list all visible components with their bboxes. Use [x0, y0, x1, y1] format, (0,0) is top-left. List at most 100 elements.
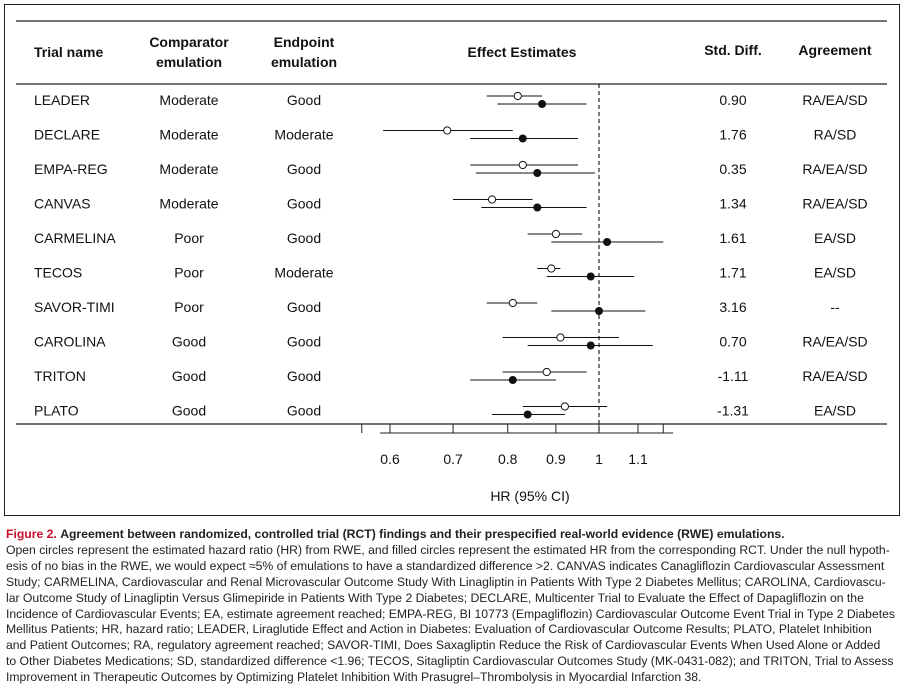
trial-name: TECOS	[34, 265, 82, 281]
std-diff-value: 1.71	[719, 265, 746, 281]
rwe-point	[518, 160, 527, 170]
trial-row: CANVAS Moderate Good 1.34 RA/EA/SD	[34, 195, 868, 212]
trial-row: CARMELINA Poor Good 1.61 EA/SD	[34, 229, 856, 246]
comparator-emulation: Moderate	[159, 127, 218, 143]
rct-point	[595, 307, 604, 315]
x-tick-label: 0.8	[498, 451, 518, 467]
trial-row: DECLARE Moderate Moderate 1.76 RA/SD	[34, 126, 857, 143]
x-axis-label: HR (95% CI)	[490, 488, 569, 504]
endpoint-emulation: Good	[287, 403, 321, 419]
rwe-point	[547, 264, 556, 273]
std-diff-value: -1.31	[717, 403, 749, 419]
agreement-value: EA/SD	[814, 265, 856, 281]
caption-figure-label: Figure 2.	[6, 527, 57, 541]
trial-name: PLATO	[34, 403, 79, 419]
header-trial: Trial name	[34, 44, 103, 60]
trial-row: TRITON Good Good -1.11 RA/EA/SD	[34, 367, 868, 384]
caption-line: Improvement in Therapeutic Outcomes by O…	[6, 670, 702, 685]
comparator-emulation: Good	[172, 334, 206, 350]
rct-point	[508, 376, 517, 384]
caption-heading: Figure 2. Agreement between randomized, …	[6, 527, 902, 543]
header-std-diff: Std. Diff.	[704, 42, 762, 58]
std-diff-value: 0.90	[719, 92, 746, 108]
header-endpoint-line2: emulation	[271, 54, 337, 70]
rwe-point	[443, 126, 452, 135]
trial-row: LEADER Moderate Good 0.90 RA/EA/SD	[34, 91, 868, 108]
endpoint-emulation: Moderate	[274, 127, 333, 143]
trial-row: SAVOR-TIMI Poor Good 3.16 --	[34, 298, 840, 315]
caption-line: Open circles represent the estimated haz…	[6, 542, 890, 557]
rwe-point	[556, 333, 565, 342]
trial-name: SAVOR-TIMI	[34, 299, 115, 315]
endpoint-emulation: Moderate	[274, 265, 333, 281]
x-tick-label: 1	[595, 451, 603, 467]
agreement-value: RA/EA/SD	[802, 92, 867, 108]
std-diff-value: 1.76	[719, 127, 746, 143]
header-agreement: Agreement	[798, 42, 871, 58]
figure-caption: Figure 2. Agreement between randomized, …	[6, 527, 902, 686]
comparator-emulation: Poor	[174, 230, 204, 246]
agreement-value: EA/SD	[814, 403, 856, 419]
comparator-emulation: Moderate	[159, 196, 218, 212]
caption-title: Agreement between randomized, controlled…	[60, 527, 785, 541]
rct-point	[523, 410, 532, 419]
trial-row: EMPA-REG Moderate Good 0.35 RA/EA/SD	[34, 160, 868, 177]
std-diff-value: 3.16	[719, 299, 746, 315]
caption-line: and Patient Outcomes; RA, regulatory agr…	[6, 638, 881, 653]
agreement-value: RA/EA/SD	[802, 196, 867, 212]
comparator-emulation: Poor	[174, 265, 204, 281]
std-diff-value: -1.11	[718, 368, 749, 384]
rwe-point	[508, 298, 517, 308]
trial-name: CAROLINA	[34, 334, 106, 350]
caption-line: Mellitus Patients; HR, hazard ratio; LEA…	[6, 622, 872, 637]
rct-point	[603, 238, 612, 246]
agreement-value: RA/SD	[814, 127, 857, 143]
header-endpoint-line1: Endpoint	[274, 34, 335, 50]
caption-line: Incidence of Cardiovascular Events; EA, …	[6, 606, 895, 621]
x-tick-label: 0.7	[443, 451, 463, 467]
rct-point	[586, 341, 595, 350]
endpoint-emulation: Good	[287, 334, 321, 350]
endpoint-emulation: Good	[287, 230, 321, 246]
comparator-emulation: Good	[172, 368, 206, 384]
figure-frame	[4, 4, 900, 516]
agreement-value: RA/EA/SD	[802, 368, 867, 384]
rwe-point	[551, 229, 560, 239]
forest-plot: Trial name Comparator emulation Endpoint…	[16, 20, 887, 504]
caption-line: Study; CARMELINA, Cardiovascular and Ren…	[6, 574, 886, 589]
endpoint-emulation: Good	[287, 196, 321, 212]
header-comparator-line1: Comparator	[149, 34, 229, 50]
caption-line: to Other Diabetes Medications; SD, stand…	[6, 654, 894, 669]
header-comparator-line2: emulation	[156, 54, 222, 70]
rwe-point	[560, 402, 569, 411]
std-diff-value: 1.61	[719, 230, 746, 246]
endpoint-emulation: Good	[287, 161, 321, 177]
comparator-emulation: Moderate	[159, 92, 218, 108]
trial-name: EMPA-REG	[34, 161, 108, 177]
trial-name: DECLARE	[34, 127, 100, 143]
caption-line: lar Outcome Study of Linagliptin Versus …	[6, 590, 864, 605]
rct-point	[533, 169, 542, 177]
trial-row: TECOS Poor Moderate 1.71 EA/SD	[34, 264, 856, 281]
comparator-emulation: Poor	[174, 299, 204, 315]
x-tick-label: 0.6	[380, 451, 400, 467]
std-diff-value: 0.70	[719, 334, 746, 350]
rwe-point	[487, 195, 497, 204]
std-diff-value: 0.35	[719, 161, 746, 177]
x-tick-label: 1.1	[628, 451, 648, 467]
agreement-value: RA/EA/SD	[802, 334, 867, 350]
trial-row: PLATO Good Good -1.31 EA/SD	[34, 402, 856, 419]
rwe-point	[513, 91, 522, 101]
agreement-value: EA/SD	[814, 230, 856, 246]
trial-name: CARMELINA	[34, 230, 116, 246]
caption-line: esis of no bias in the RWE, we would exp…	[6, 558, 885, 573]
trial-row: CAROLINA Good Good 0.70 RA/EA/SD	[34, 333, 868, 350]
rct-point	[533, 203, 542, 212]
agreement-value: RA/EA/SD	[802, 161, 867, 177]
endpoint-emulation: Good	[287, 299, 321, 315]
agreement-value: --	[830, 299, 840, 315]
comparator-emulation: Good	[172, 403, 206, 419]
trial-name: LEADER	[34, 92, 90, 108]
rct-point	[518, 134, 527, 143]
endpoint-emulation: Good	[287, 368, 321, 384]
